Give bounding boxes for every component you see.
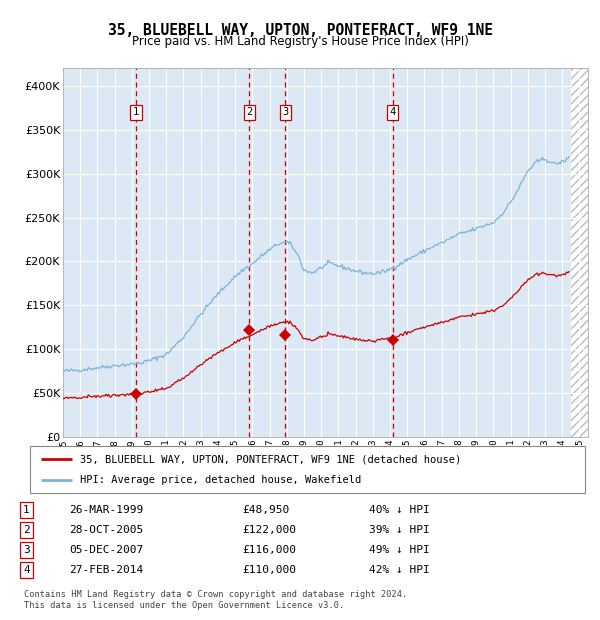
FancyBboxPatch shape <box>30 446 585 493</box>
Text: 05-DEC-2007: 05-DEC-2007 <box>70 545 144 555</box>
Text: 26-MAR-1999: 26-MAR-1999 <box>70 505 144 515</box>
Text: 2: 2 <box>23 525 30 535</box>
Text: 27-FEB-2014: 27-FEB-2014 <box>70 565 144 575</box>
Text: 35, BLUEBELL WAY, UPTON, PONTEFRACT, WF9 1NE (detached house): 35, BLUEBELL WAY, UPTON, PONTEFRACT, WF9… <box>80 454 461 464</box>
Bar <box>571 68 588 437</box>
Text: 3: 3 <box>23 545 30 555</box>
Text: Price paid vs. HM Land Registry's House Price Index (HPI): Price paid vs. HM Land Registry's House … <box>131 35 469 48</box>
Text: HPI: Average price, detached house, Wakefield: HPI: Average price, detached house, Wake… <box>80 475 361 485</box>
Text: 1: 1 <box>133 107 139 117</box>
Text: 28-OCT-2005: 28-OCT-2005 <box>70 525 144 535</box>
Text: 1: 1 <box>23 505 30 515</box>
Text: Contains HM Land Registry data © Crown copyright and database right 2024.
This d: Contains HM Land Registry data © Crown c… <box>24 590 407 609</box>
Text: 3: 3 <box>282 107 289 117</box>
Text: 49% ↓ HPI: 49% ↓ HPI <box>369 545 430 555</box>
Text: 39% ↓ HPI: 39% ↓ HPI <box>369 525 430 535</box>
Text: £48,950: £48,950 <box>242 505 290 515</box>
Text: £110,000: £110,000 <box>242 565 296 575</box>
Text: 2: 2 <box>246 107 253 117</box>
Text: 40% ↓ HPI: 40% ↓ HPI <box>369 505 430 515</box>
Text: 4: 4 <box>389 107 396 117</box>
Bar <box>571 68 588 437</box>
Text: 4: 4 <box>23 565 30 575</box>
Text: £122,000: £122,000 <box>242 525 296 535</box>
Text: 35, BLUEBELL WAY, UPTON, PONTEFRACT, WF9 1NE: 35, BLUEBELL WAY, UPTON, PONTEFRACT, WF9… <box>107 23 493 38</box>
Text: 42% ↓ HPI: 42% ↓ HPI <box>369 565 430 575</box>
Text: £116,000: £116,000 <box>242 545 296 555</box>
